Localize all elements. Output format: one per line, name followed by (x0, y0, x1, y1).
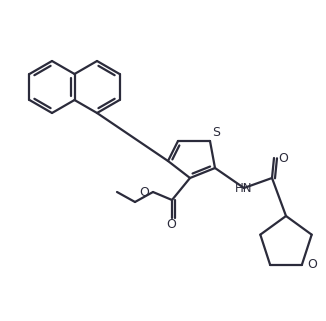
Text: O: O (166, 218, 176, 231)
Text: O: O (139, 186, 149, 198)
Text: S: S (212, 126, 220, 139)
Text: HN: HN (235, 181, 253, 195)
Text: O: O (278, 152, 288, 164)
Text: O: O (307, 258, 317, 271)
